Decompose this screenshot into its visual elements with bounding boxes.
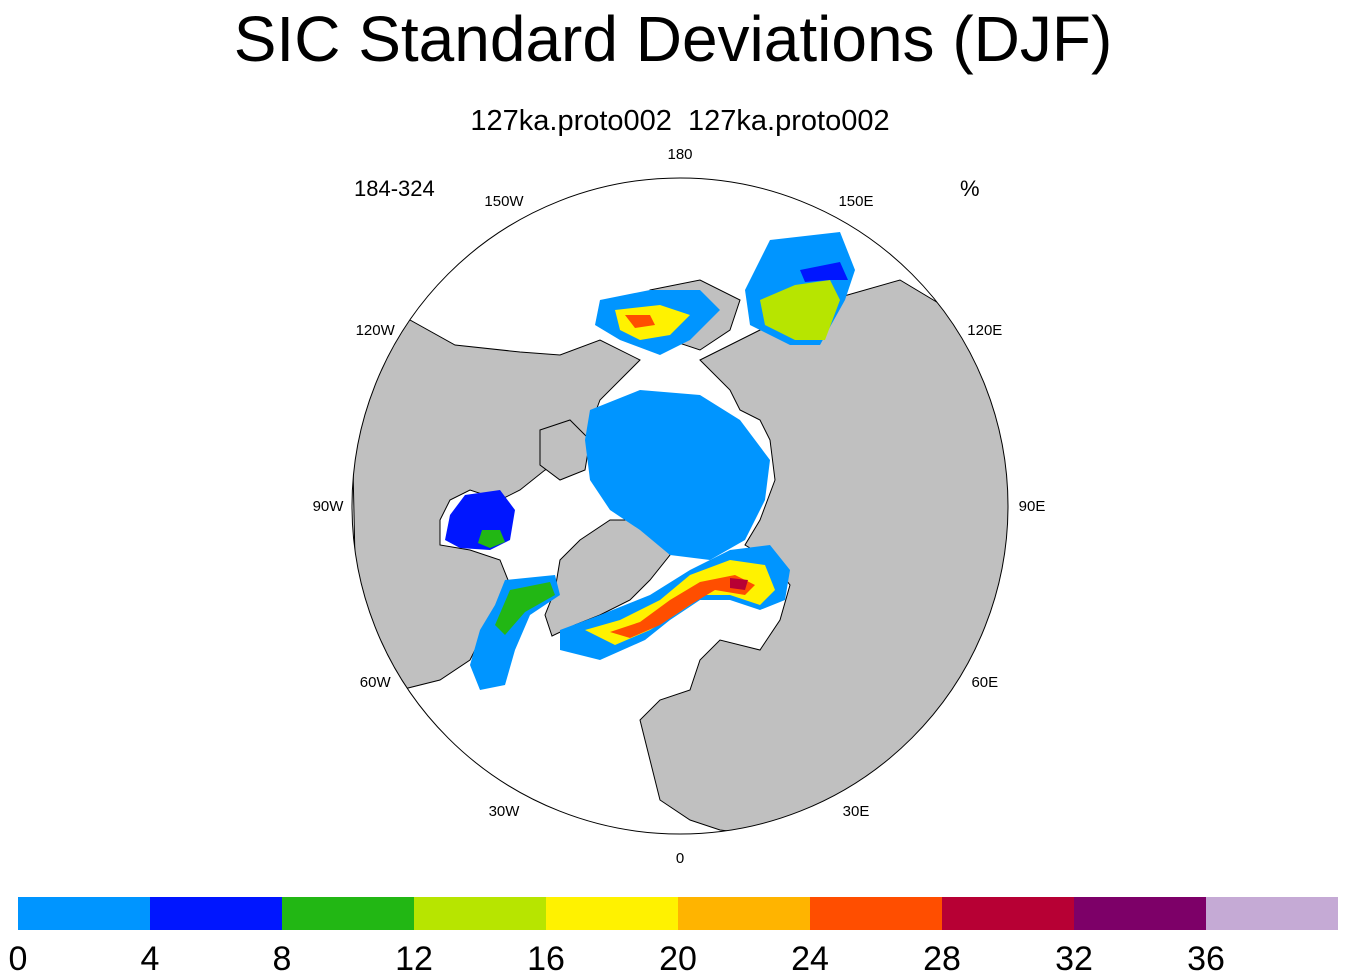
- longitude-labels: 180 150E 120E 90E 60E 30E 0 30W 60W 90W 120W 150W: [313, 146, 1046, 867]
- colorbar-tick-label: 20: [659, 940, 697, 978]
- longitude-label: 120W: [356, 322, 396, 339]
- colorbar-box: [546, 897, 678, 930]
- time-range-label: 184-324: [354, 176, 435, 201]
- polar-map: 180 150E 120E 90E 60E 30E 0 30W 60W 90W 120W 150W: [313, 146, 1046, 867]
- colorbar-tick-label: 28: [923, 940, 961, 978]
- longitude-label: 150W: [484, 193, 524, 210]
- colorbar-tick-label: 0: [9, 940, 28, 978]
- colorbar-tick-label: 24: [791, 940, 829, 978]
- longitude-label: 0: [676, 850, 684, 867]
- longitude-label: 150E: [838, 193, 873, 210]
- colorbar-box: [1074, 897, 1206, 930]
- colorbar-box: [414, 897, 546, 930]
- sic-okhotsk-blue: [800, 262, 848, 282]
- units-label: %: [960, 176, 980, 201]
- sic-field: [445, 232, 855, 690]
- land-greenland: [544, 519, 671, 637]
- colorbar-box: [678, 897, 810, 930]
- land-north-america: [352, 319, 641, 691]
- colorbar-boxes: [18, 897, 1338, 930]
- longitude-label: 30E: [843, 803, 870, 820]
- longitude-label: 120E: [967, 322, 1002, 339]
- colorbar-box: [810, 897, 942, 930]
- colorbar-box: [18, 897, 150, 930]
- colorbar-box: [282, 897, 414, 930]
- colorbar-tick-label: 12: [395, 940, 433, 978]
- colorbar-box: [1206, 897, 1338, 930]
- colorbar-box: [942, 897, 1074, 930]
- longitude-label: 60W: [360, 674, 392, 691]
- sic-barents-orange: [610, 575, 755, 638]
- colorbar-tick-label: 36: [1187, 940, 1225, 978]
- colorbar-tick-label: 16: [527, 940, 565, 978]
- colorbar-tick-label: 4: [141, 940, 160, 978]
- colorbar-box: [150, 897, 282, 930]
- sic-barents-red: [730, 578, 748, 590]
- sic-okhotsk-green: [760, 280, 840, 340]
- map-subtitle: 127ka.proto002 127ka.proto002: [470, 105, 890, 137]
- colorbar-tick-label: 32: [1055, 940, 1093, 978]
- sic-bering-red: [625, 315, 655, 328]
- longitude-label: 90W: [313, 498, 345, 515]
- colorbar-ticks: 0 4 8 12 16 20 24 28 32 36: [9, 940, 1225, 978]
- sic-labrador-green: [495, 582, 555, 635]
- longitude-label: 60E: [971, 674, 998, 691]
- map-title: SIC Standard Deviations (DJF): [233, 3, 1113, 75]
- map-disk: [352, 178, 1008, 834]
- sic-hudson-core: [478, 530, 505, 548]
- land-archipelago: [539, 419, 591, 481]
- sic-arctic-basin: [585, 390, 770, 560]
- colorbar-tick-label: 8: [273, 940, 292, 978]
- longitude-label: 180: [667, 146, 692, 163]
- land: [352, 279, 1008, 834]
- longitude-label: 30W: [489, 803, 521, 820]
- map-border: [351, 177, 1009, 835]
- longitude-label: 90E: [1019, 498, 1046, 515]
